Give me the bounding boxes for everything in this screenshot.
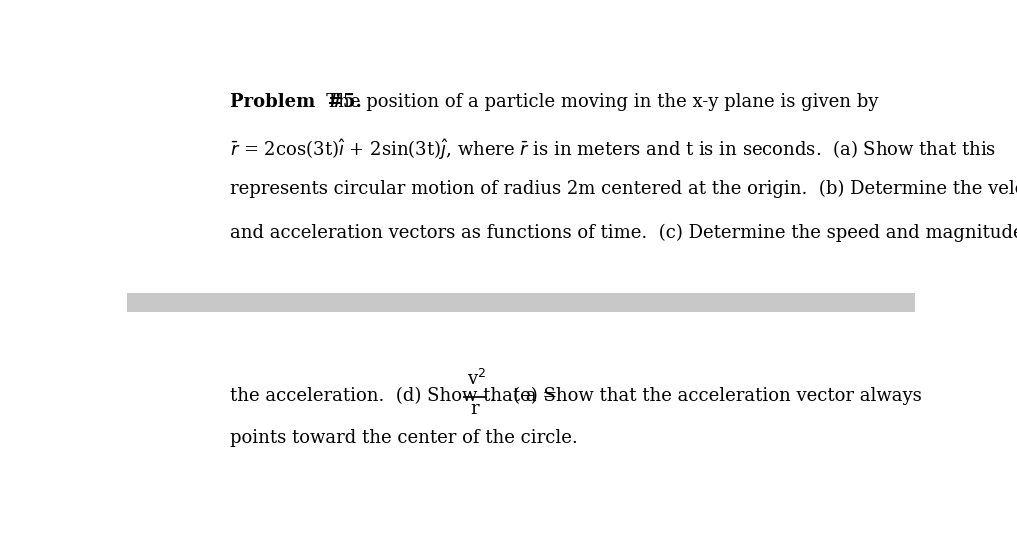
FancyBboxPatch shape	[127, 293, 915, 311]
Text: the acceleration.  (d) Show that a =: the acceleration. (d) Show that a =	[230, 387, 562, 405]
Text: $\bar{r}$ = 2cos(3t)$\hat{\imath}$ + 2sin(3t)$\hat{\jmath}$, where $\bar{r}$ is : $\bar{r}$ = 2cos(3t)$\hat{\imath}$ + 2si…	[230, 137, 996, 162]
Text: v$^{2}$: v$^{2}$	[467, 369, 486, 389]
Text: The position of a particle moving in the x-y plane is given by: The position of a particle moving in the…	[309, 93, 879, 111]
Text: .   (e) Show that the acceleration vector always: . (e) Show that the acceleration vector …	[490, 387, 921, 405]
Text: represents circular motion of radius 2m centered at the origin.  (b) Determine t: represents circular motion of radius 2m …	[230, 180, 1017, 199]
Text: Problem  #5.: Problem #5.	[230, 93, 361, 111]
Text: points toward the center of the circle.: points toward the center of the circle.	[230, 429, 578, 447]
Text: and acceleration vectors as functions of time.  (c) Determine the speed and magn: and acceleration vectors as functions of…	[230, 223, 1017, 242]
Text: r: r	[471, 400, 479, 418]
